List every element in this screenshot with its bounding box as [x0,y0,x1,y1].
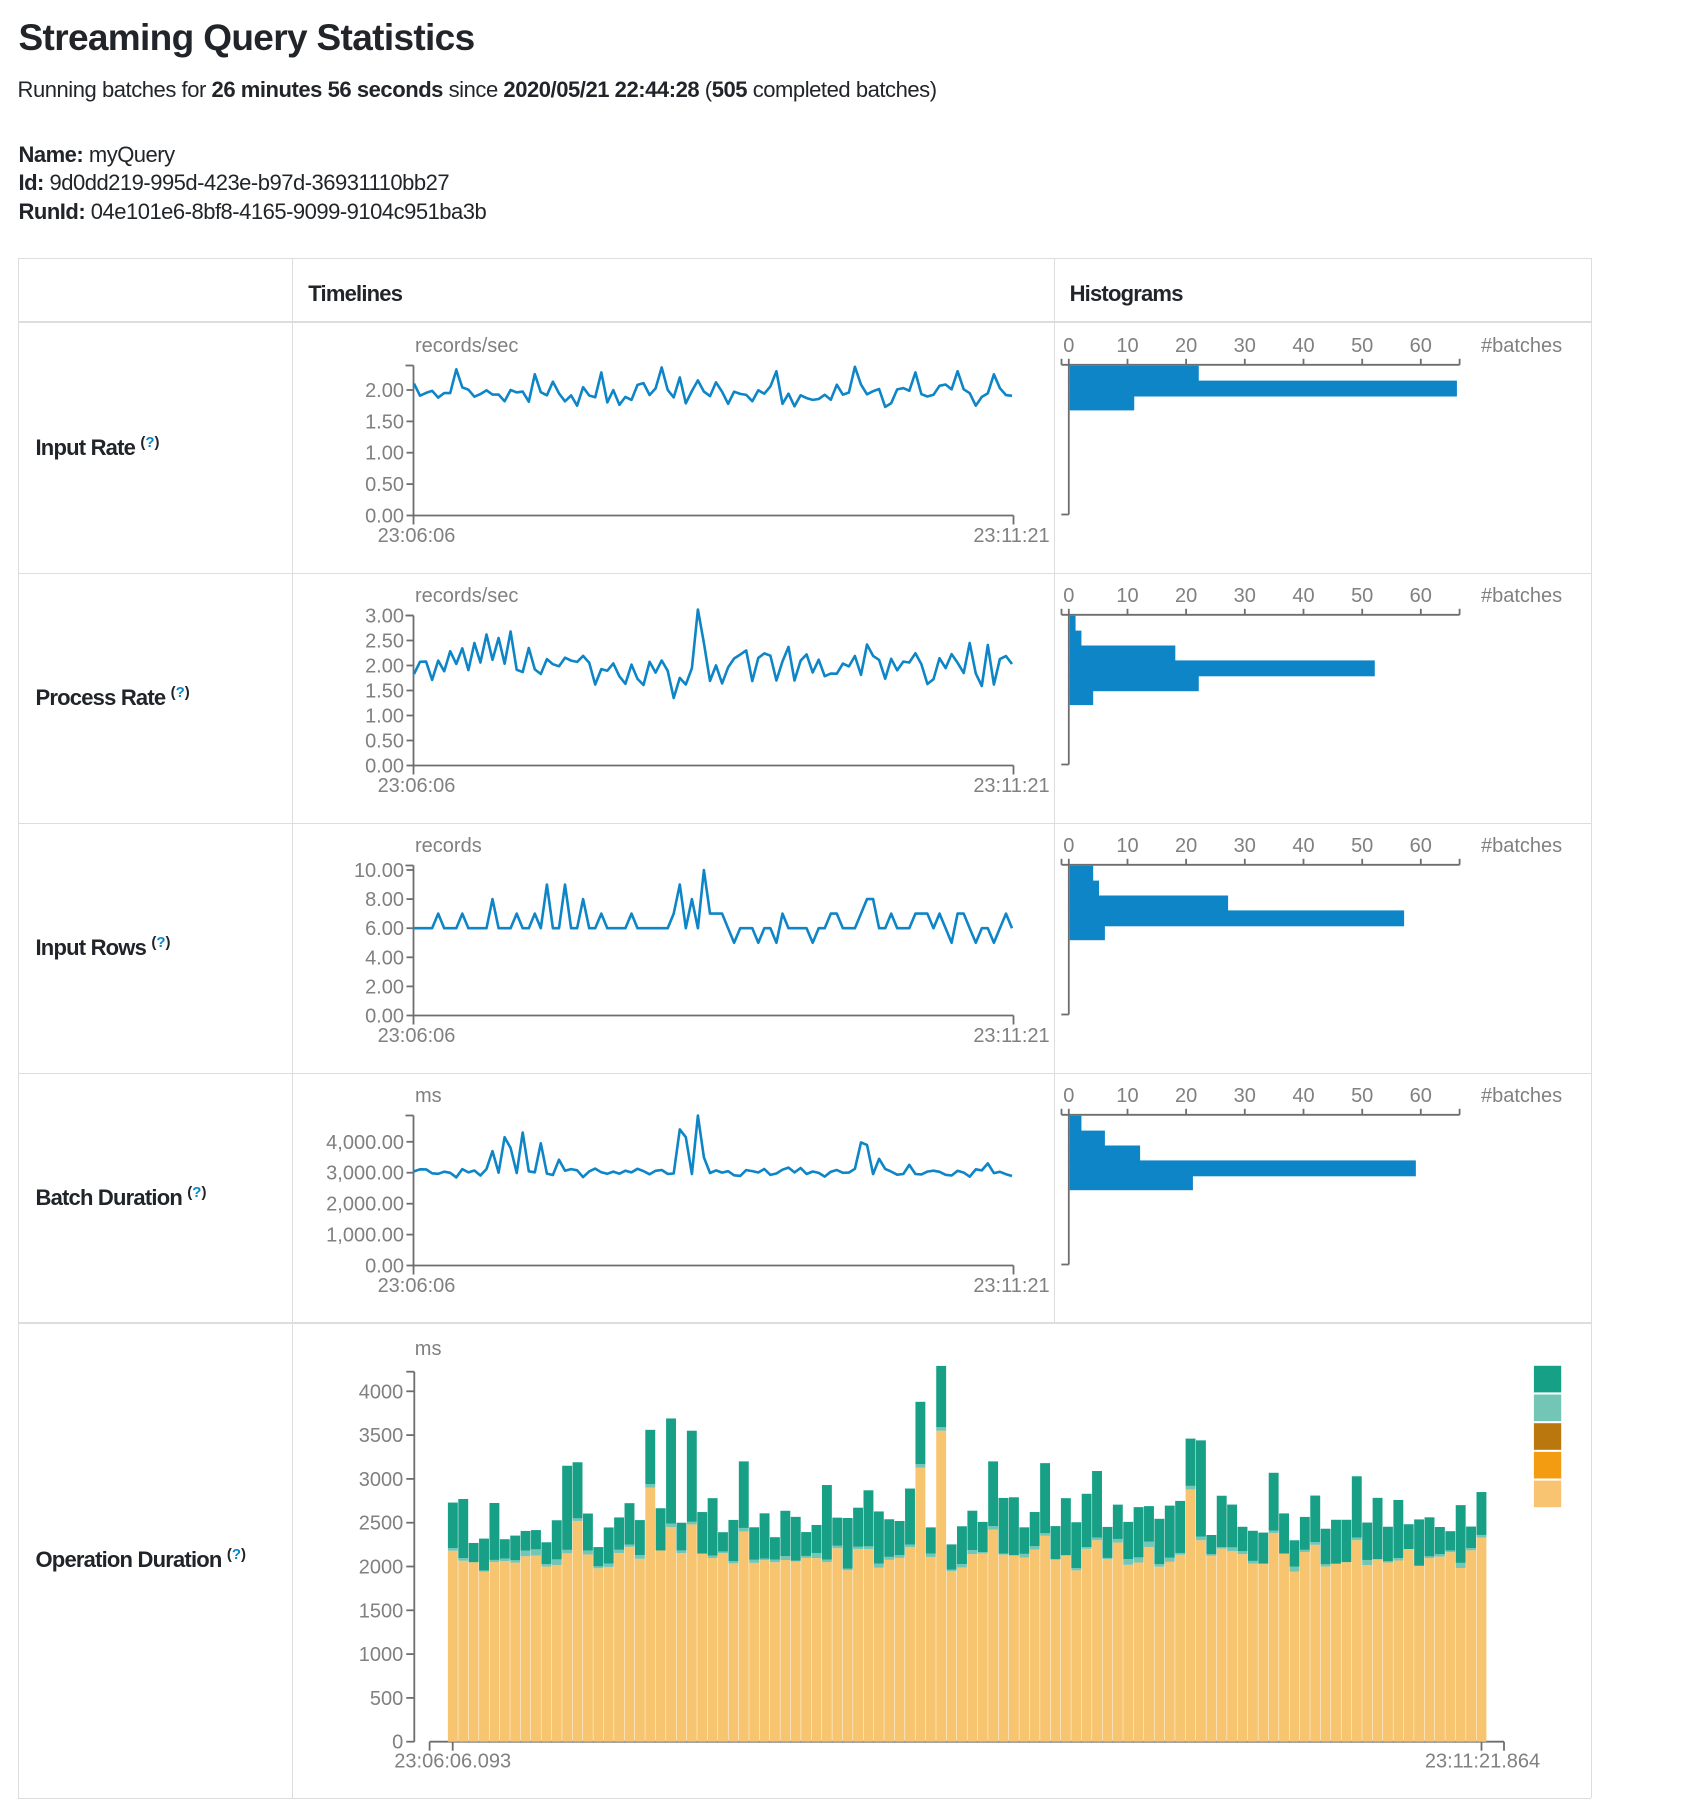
svg-text:0.00: 0.00 [365,1006,404,1028]
svg-text:23:11:21.864: 23:11:21.864 [1425,1751,1540,1773]
svg-text:2500: 2500 [359,1513,404,1535]
svg-text:0: 0 [1063,1085,1074,1107]
svg-text:10: 10 [1116,585,1138,607]
svg-text:#batches: #batches [1481,1085,1562,1107]
svg-text:0.00: 0.00 [365,756,404,778]
svg-text:60: 60 [1410,1085,1432,1107]
svg-text:ms: ms [415,1085,442,1107]
svg-text:0.50: 0.50 [365,474,404,496]
svg-text:40: 40 [1292,585,1314,607]
svg-text:20: 20 [1175,585,1197,607]
svg-text:23:06:06: 23:06:06 [378,1025,456,1047]
svg-text:2.00: 2.00 [365,380,404,402]
svg-text:0.00: 0.00 [365,1256,404,1278]
svg-text:0: 0 [392,1732,403,1754]
svg-text:60: 60 [1410,585,1432,607]
svg-text:23:11:21: 23:11:21 [973,775,1049,797]
svg-text:2000: 2000 [359,1557,404,1579]
svg-text:10: 10 [1116,335,1138,357]
svg-text:40: 40 [1292,335,1314,357]
svg-text:4,000.00: 4,000.00 [326,1132,404,1154]
svg-text:records/sec: records/sec [415,335,518,357]
svg-text:20: 20 [1175,1085,1197,1107]
svg-text:10: 10 [1116,835,1138,857]
svg-text:30: 30 [1234,1085,1256,1107]
svg-text:60: 60 [1410,835,1432,857]
svg-text:records: records [415,835,482,857]
svg-text:3,000.00: 3,000.00 [326,1163,404,1185]
svg-text:6.00: 6.00 [365,918,404,940]
svg-text:1.00: 1.00 [365,706,404,728]
svg-text:1,000.00: 1,000.00 [326,1225,404,1247]
svg-text:1500: 1500 [359,1600,404,1622]
svg-text:23:06:06: 23:06:06 [378,1275,456,1297]
svg-text:1.50: 1.50 [365,411,404,433]
svg-text:23:11:21: 23:11:21 [973,1275,1049,1297]
svg-text:#batches: #batches [1481,585,1562,607]
svg-text:2.00: 2.00 [365,976,404,998]
svg-text:0: 0 [1063,335,1074,357]
svg-text:20: 20 [1175,835,1197,857]
svg-text:500: 500 [370,1688,403,1710]
svg-text:23:11:21: 23:11:21 [973,1025,1049,1047]
svg-text:1.00: 1.00 [365,443,404,465]
svg-text:0.50: 0.50 [365,731,404,753]
svg-text:1.50: 1.50 [365,681,404,703]
svg-text:1000: 1000 [359,1644,404,1666]
svg-text:2,000.00: 2,000.00 [326,1194,404,1216]
svg-text:records/sec: records/sec [415,585,518,607]
svg-text:10.00: 10.00 [354,860,404,882]
svg-text:2.00: 2.00 [365,656,404,678]
svg-text:ms: ms [415,1338,442,1360]
svg-text:50: 50 [1351,835,1373,857]
svg-text:4000: 4000 [359,1381,404,1403]
svg-text:50: 50 [1351,585,1373,607]
svg-text:0.00: 0.00 [365,506,404,528]
svg-text:20: 20 [1175,335,1197,357]
svg-text:50: 50 [1351,335,1373,357]
svg-text:#batches: #batches [1481,335,1562,357]
svg-text:0: 0 [1063,585,1074,607]
svg-text:40: 40 [1292,1085,1314,1107]
svg-text:40: 40 [1292,835,1314,857]
svg-text:23:06:06.093: 23:06:06.093 [394,1751,511,1773]
svg-text:23:06:06: 23:06:06 [378,525,456,547]
svg-text:3.00: 3.00 [365,606,404,628]
svg-text:3500: 3500 [359,1425,404,1447]
svg-text:23:06:06: 23:06:06 [378,775,456,797]
svg-text:30: 30 [1234,335,1256,357]
svg-text:60: 60 [1410,335,1432,357]
svg-text:4.00: 4.00 [365,947,404,969]
svg-text:0: 0 [1063,835,1074,857]
svg-text:2.50: 2.50 [365,631,404,653]
svg-text:30: 30 [1234,585,1256,607]
svg-text:8.00: 8.00 [365,889,404,911]
svg-text:23:11:21: 23:11:21 [973,525,1049,547]
svg-text:10: 10 [1116,1085,1138,1107]
svg-text:50: 50 [1351,1085,1373,1107]
svg-text:30: 30 [1234,835,1256,857]
svg-text:3000: 3000 [359,1469,404,1491]
svg-text:#batches: #batches [1481,835,1562,857]
